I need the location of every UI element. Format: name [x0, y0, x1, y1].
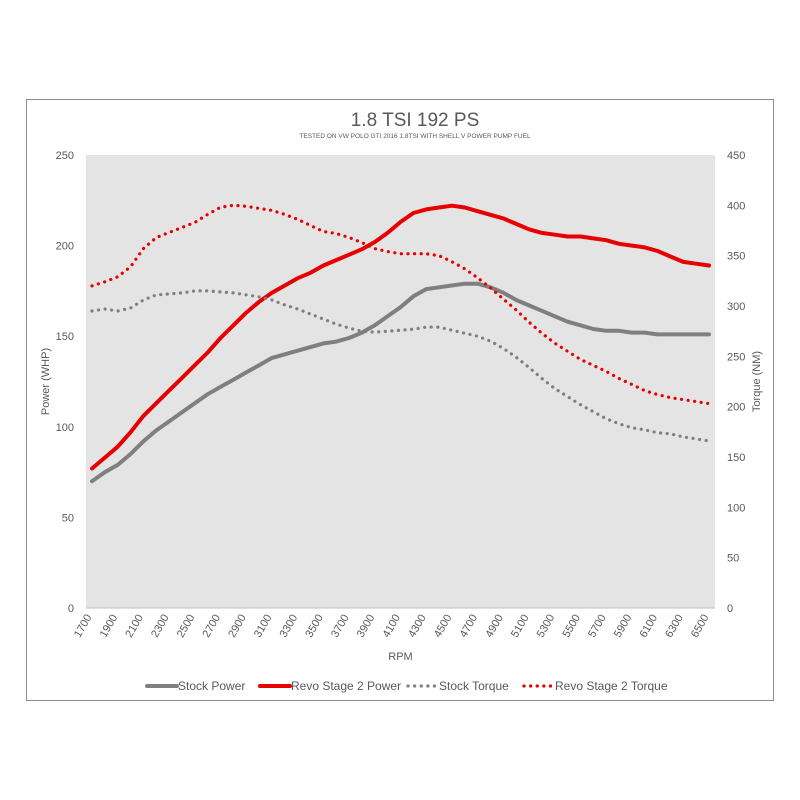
chart-subtitle: TESTED ON VW POLO GTI 2016 1.8TSI WITH S… [299, 133, 531, 140]
y-left-tick-label: 250 [56, 150, 74, 162]
x-tick-label: 3100 [252, 613, 275, 640]
x-tick-label: 2900 [226, 613, 249, 640]
x-tick-label: 5700 [586, 613, 609, 640]
plot-area [86, 155, 715, 608]
chart-title: 1.8 TSI 192 PS [351, 110, 480, 131]
x-tick-label: 6100 [638, 613, 661, 640]
x-tick-label: 5500 [560, 613, 583, 640]
x-tick-label: 4700 [458, 613, 481, 640]
y-right-tick-label: 200 [727, 402, 745, 414]
y-left-tick-label: 200 [56, 241, 74, 253]
x-tick-label: 2100 [123, 613, 146, 640]
y-right-tick-label: 150 [727, 452, 745, 464]
x-tick-label: 3500 [303, 613, 326, 640]
y-left-tick-label: 50 [62, 512, 74, 524]
x-tick-label: 5100 [509, 613, 532, 640]
chart-svg: 1.8 TSI 192 PS TESTED ON VW POLO GTI 201… [40, 110, 763, 693]
x-tick-label: 1700 [72, 613, 95, 640]
x-tick-label: 5300 [535, 613, 558, 640]
series-line-stock-torque [90, 289, 711, 443]
x-tick-label: 1900 [98, 613, 121, 640]
x-tick-label: 4300 [406, 613, 429, 640]
y-right-tick-label: 350 [727, 251, 745, 263]
chart-frame: 1.8 TSI 192 PS TESTED ON VW POLO GTI 201… [26, 99, 774, 701]
y-axis-left-label: Power (WHP) [40, 348, 52, 415]
y-left-tick-label: 150 [56, 331, 74, 343]
x-tick-label: 2500 [175, 613, 198, 640]
x-tick-label: 4900 [483, 613, 506, 640]
x-axis: 1700 1900 2100 2300 2500 2700 2900 3100 3300 3500… [72, 613, 712, 640]
y-right-tick-label: 50 [727, 553, 739, 565]
x-tick-label: 3900 [355, 613, 378, 640]
y-right-tick-label: 400 [727, 200, 745, 212]
x-tick-label: 2300 [149, 613, 172, 640]
y-right-tick-label: 450 [727, 150, 745, 162]
y-right-tick-label: 100 [727, 502, 745, 514]
x-tick-label: 4500 [432, 613, 455, 640]
series-line-revo-stage-2-torque [90, 203, 711, 406]
y-right-tick-label: 0 [727, 603, 733, 615]
y-axis-left: 0 50 100 150 200 250 [56, 150, 74, 615]
legend: Stock Power Revo Stage 2 Power Stock Torqu… [145, 679, 668, 693]
y-right-tick-label: 300 [727, 301, 745, 313]
x-tick-label: 3300 [278, 613, 301, 640]
x-tick-label: 3700 [329, 613, 352, 640]
y-axis-right: 0 50 100 150 200 250 300 350 400 450 [727, 150, 745, 615]
y-right-tick-label: 250 [727, 351, 745, 363]
legend-label: Revo Stage 2 Power [291, 679, 401, 693]
x-tick-label: 6500 [689, 613, 712, 640]
y-left-tick-label: 100 [56, 422, 74, 434]
legend-label: Stock Torque [439, 679, 509, 693]
x-tick-label: 2700 [201, 613, 224, 640]
y-axis-right-label: Torque (NM) [751, 351, 763, 412]
x-tick-label: 6300 [663, 613, 686, 640]
x-axis-label: RPM [388, 651, 412, 663]
legend-label: Stock Power [178, 679, 245, 693]
series-line-stock-power [90, 281, 711, 484]
x-tick-label: 5900 [612, 613, 635, 640]
series-line-revo-stage-2-power [90, 203, 711, 471]
legend-label: Revo Stage 2 Torque [555, 679, 668, 693]
y-left-tick-label: 0 [68, 603, 74, 615]
x-tick-label: 4100 [380, 613, 403, 640]
series-layer [90, 203, 711, 484]
